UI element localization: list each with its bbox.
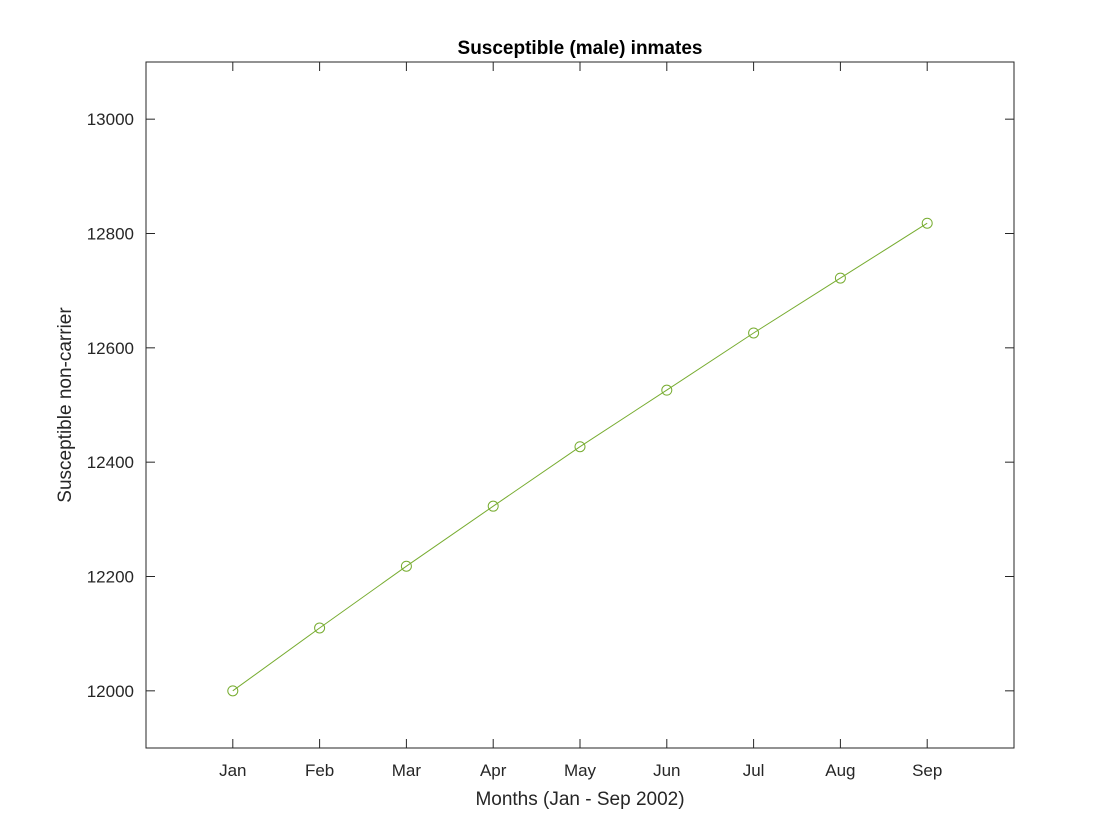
- x-tick-label: Feb: [305, 761, 334, 780]
- y-axis: 12000 12200 12400 12600 12800 13000: [87, 110, 1014, 701]
- data-point-mar: [400, 560, 412, 572]
- data-point-jul: [748, 327, 760, 339]
- x-tick-label: Apr: [480, 761, 507, 780]
- y-tick-label: 12800: [87, 225, 134, 244]
- chart-title: Susceptible (male) inmates: [458, 38, 703, 59]
- data-point-may: [574, 441, 586, 453]
- data-point-jun: [661, 384, 673, 396]
- y-tick-label: 12000: [87, 682, 134, 701]
- x-tick-label: Jun: [653, 761, 680, 780]
- y-tick-label: 13000: [87, 110, 134, 129]
- x-tick-label: Jul: [743, 761, 765, 780]
- x-tick-label: Sep: [912, 761, 942, 780]
- data-point-sep: [921, 217, 933, 229]
- series-line: [232, 222, 928, 692]
- x-axis-label: Months (Jan - Sep 2002): [475, 789, 684, 810]
- y-tick-label: 12400: [87, 453, 134, 472]
- x-tick-label: May: [564, 761, 597, 780]
- data-point-apr: [487, 500, 499, 512]
- data-point-aug: [834, 272, 846, 284]
- y-axis-label: Susceptible non-carrier: [55, 307, 76, 503]
- series-layer: [227, 217, 933, 697]
- plot-area: [145, 61, 1015, 749]
- x-tick-label: Jan: [219, 761, 246, 780]
- x-tick-label: Aug: [825, 761, 855, 780]
- x-tick-label: Mar: [392, 761, 422, 780]
- y-tick-label: 12200: [87, 568, 134, 587]
- data-point-jan: [227, 685, 239, 697]
- data-point-feb: [314, 622, 326, 634]
- y-tick-label: 12600: [87, 339, 134, 358]
- x-axis: Jan Feb Mar Apr May Jun Jul Aug Sep: [219, 62, 942, 780]
